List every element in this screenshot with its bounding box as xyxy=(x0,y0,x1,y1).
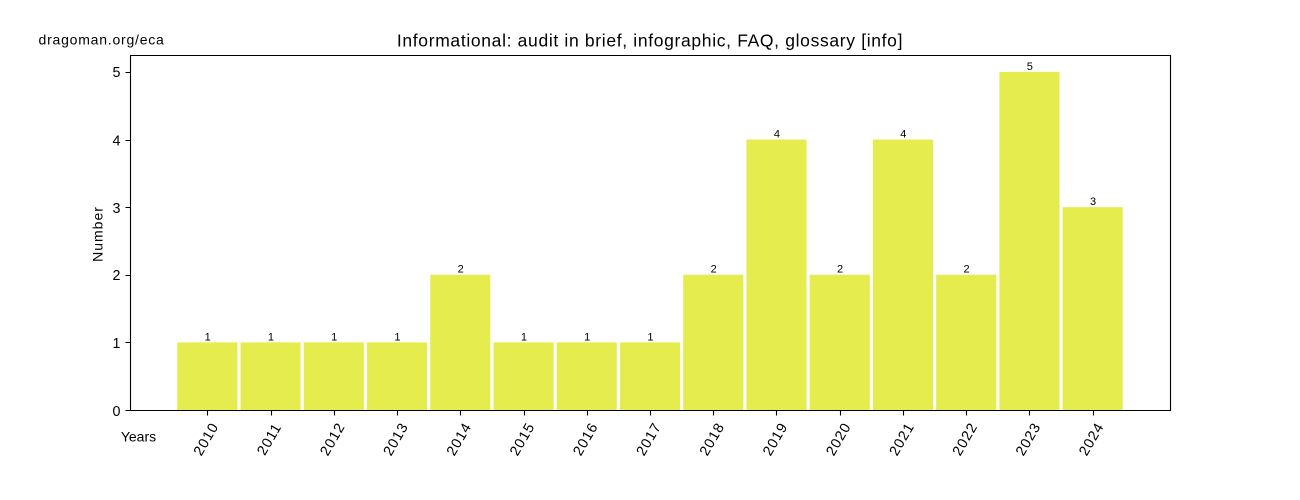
svg-text:Number: Number xyxy=(90,206,106,262)
svg-text:0: 0 xyxy=(113,404,122,420)
svg-text:Informational: audit in brief,: Informational: audit in brief, infograph… xyxy=(397,30,903,50)
svg-text:1: 1 xyxy=(647,331,653,343)
svg-text:4: 4 xyxy=(900,128,906,140)
svg-text:2: 2 xyxy=(964,264,970,276)
svg-text:1: 1 xyxy=(394,331,400,343)
svg-text:2: 2 xyxy=(113,268,122,284)
svg-text:1: 1 xyxy=(268,331,274,343)
svg-text:4: 4 xyxy=(113,133,122,149)
svg-text:Years: Years xyxy=(121,429,156,445)
svg-text:3: 3 xyxy=(113,201,122,217)
svg-text:3: 3 xyxy=(1090,196,1096,208)
svg-text:1: 1 xyxy=(584,331,590,343)
svg-text:5: 5 xyxy=(113,65,122,81)
svg-text:2: 2 xyxy=(458,264,464,276)
svg-text:2: 2 xyxy=(837,264,843,276)
svg-text:5: 5 xyxy=(1027,61,1033,73)
svg-text:1: 1 xyxy=(331,331,337,343)
svg-text:1: 1 xyxy=(205,331,211,343)
svg-text:4: 4 xyxy=(774,128,780,140)
svg-text:1: 1 xyxy=(521,331,527,343)
svg-text:2: 2 xyxy=(711,264,717,276)
svg-text:dragoman.org/eca: dragoman.org/eca xyxy=(39,32,165,48)
svg-text:1: 1 xyxy=(113,336,122,352)
